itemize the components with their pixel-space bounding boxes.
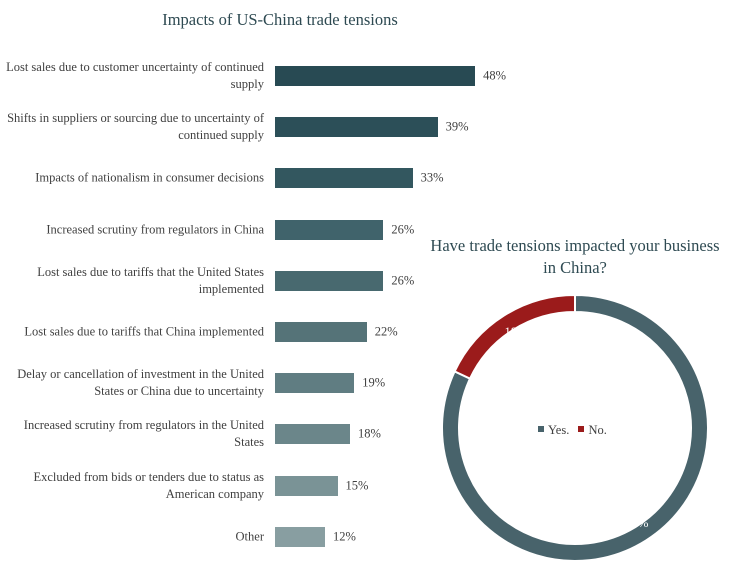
bar-category-label: Shifts in suppliers or sourcing due to u… [7, 111, 264, 143]
bar-value-label: 15% [345, 478, 369, 493]
bar-value-label: 39% [445, 119, 469, 134]
bar-category-label: Impacts of nationalism in consumer decis… [35, 170, 264, 185]
bar [275, 117, 438, 138]
bar [275, 424, 351, 445]
donut-value-label-no: 18% [505, 325, 528, 339]
legend-swatch-no [578, 426, 585, 432]
bar-value-label: 12% [333, 529, 356, 544]
bar-value-label: 26% [391, 222, 415, 237]
donut-slice-yes [441, 293, 709, 562]
bar [275, 270, 384, 291]
legend-label-yes: Yes. [548, 423, 570, 437]
legend-swatch-yes [538, 426, 544, 432]
bar-category-label: Increased scrutiny from regulators in Ch… [46, 222, 264, 237]
bar-chart-title: Impacts of US-China trade tensions [162, 10, 398, 29]
bar [275, 373, 355, 394]
bar-category-label: Other [235, 529, 264, 544]
bar [275, 66, 476, 86]
bar [275, 219, 384, 240]
bar-category-label: Increased scrutiny from regulators in th… [23, 418, 264, 450]
bar-value-label: 26% [391, 273, 415, 288]
bar-category-label: Lost sales due to customer uncertainty o… [6, 60, 264, 91]
bar-category-label: Delay or cancellation of investment in t… [17, 367, 264, 399]
bar-category-label: Lost sales due to tariffs that the Unite… [37, 264, 264, 296]
bar [275, 526, 326, 547]
donut-slice-no [453, 293, 576, 380]
bar-value-label: 33% [420, 170, 444, 185]
bar-value-label: 18% [358, 426, 381, 441]
donut-legend: Yes. No. [538, 423, 613, 438]
donut-value-label-yes: 82% [626, 516, 649, 530]
bar-value-label: 19% [362, 375, 386, 390]
legend-label-no: No. [588, 423, 607, 437]
bar-value-label: 48% [483, 68, 507, 83]
bar-category-label: Lost sales due to tariffs that China imp… [24, 324, 264, 339]
legend-item-no: No. [578, 423, 607, 437]
bar-category-label: Excluded from bids or tenders due to sta… [33, 469, 264, 501]
bar [275, 168, 413, 189]
bar-value-label: 22% [374, 324, 398, 339]
bar [275, 475, 338, 496]
legend-item-yes: Yes. [538, 423, 569, 437]
bar [275, 322, 367, 342]
donut-chart-title: Have trade tensions impacted your busine… [430, 236, 720, 277]
